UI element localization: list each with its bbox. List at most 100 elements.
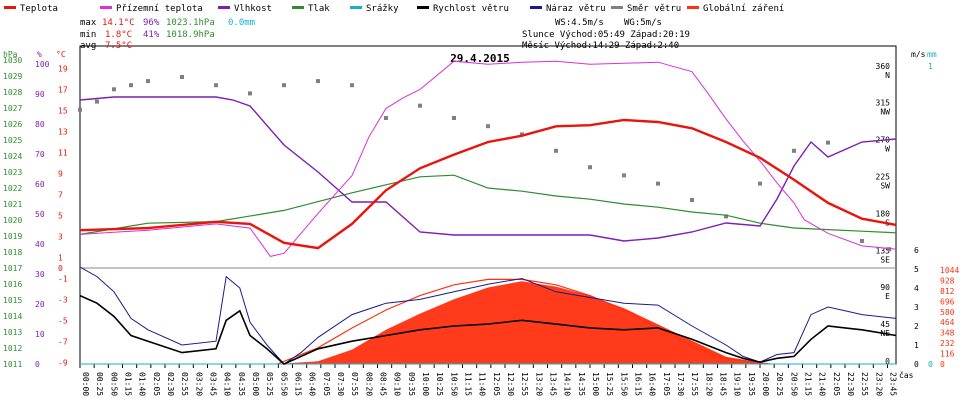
direction-label-0: N — [885, 71, 890, 80]
x-tick-52: 21:40 — [818, 372, 827, 396]
radiation-tick-6: 696 — [940, 297, 955, 306]
x-tick-45: 18:45 — [719, 372, 728, 396]
wind-direction-point-7 — [248, 91, 252, 96]
x-tick-3: 01:15 — [124, 372, 133, 396]
x-tick-28: 11:40 — [478, 372, 487, 396]
stats-block: max 14.1°C 96% 1023.1hPa 0.0mm min 1.8°C… — [80, 18, 255, 51]
humidity-unit: % — [37, 50, 42, 59]
temperature-tick-0: -9 — [58, 359, 68, 368]
x-tick-15: 06:15 — [294, 372, 303, 396]
x-tick-5: 02:05 — [152, 372, 161, 396]
x-tick-24: 10:00 — [421, 372, 430, 396]
direction-label-1: NW — [880, 108, 890, 117]
humidity-tick-1: 10 — [35, 330, 45, 339]
x-tick-31: 12:55 — [520, 372, 529, 396]
x-tick-27: 11:15 — [464, 372, 473, 396]
x-tick-4: 01:40 — [138, 372, 147, 396]
humidity-tick-6: 60 — [35, 180, 45, 189]
temperature-tick-6: 1 — [58, 254, 63, 263]
wind-direction-point-14 — [486, 124, 490, 129]
direction-tick-7: 45 — [880, 320, 890, 329]
pressure-unit: hPa — [3, 50, 18, 59]
x-tick-1: 00:25 — [95, 372, 104, 396]
wind-direction-point-12 — [418, 103, 422, 108]
wind-direction-point-3 — [129, 83, 133, 88]
max-label: max — [80, 18, 97, 28]
x-tick-46: 19:10 — [733, 372, 742, 396]
legend-label-5: Rychlost větru — [433, 4, 509, 14]
x-tick-54: 22:30 — [846, 372, 855, 396]
moon-times: Měsíc Východ:14:29 Západ:2:40 — [522, 41, 679, 51]
humidity-tick-3: 30 — [35, 270, 45, 279]
direction-tick-0: 360 — [876, 62, 891, 71]
wind-tick-6: 6 — [914, 246, 919, 255]
pressure-tick-11: 1022 — [3, 184, 22, 193]
radiation-tick-8: 928 — [940, 276, 955, 285]
series-radiation-area — [277, 281, 771, 364]
wind-direction-point-24 — [826, 140, 830, 145]
x-tick-16: 06:40 — [308, 372, 317, 396]
legend: Teplota Přízemní teplota Vlhkost Tlak Srážky… — [4, 4, 784, 14]
wind-direction-point-6 — [214, 83, 218, 88]
temperature-tick-4: -1 — [58, 275, 68, 284]
max-rain: 0.0mm — [228, 18, 255, 28]
direction-tick-5: 135 — [876, 246, 891, 255]
wind-direction-point-25 — [860, 239, 864, 243]
wind-direction-point-9 — [316, 79, 320, 84]
rain-tick-0: 0 — [928, 360, 933, 369]
x-tick-25: 10:25 — [435, 372, 444, 396]
x-tick-50: 20:50 — [789, 372, 798, 396]
x-tick-26: 10:50 — [449, 372, 458, 396]
legend-swatch-6 — [530, 6, 542, 9]
rain-unit: mm — [927, 50, 937, 59]
legend-label-3: Tlak — [308, 4, 330, 14]
direction-label-6: E — [885, 292, 890, 301]
radiation-tick-5: 580 — [940, 308, 955, 317]
x-axis-label: čas — [899, 370, 914, 380]
x-tick-30: 12:30 — [506, 372, 515, 396]
wind-tick-0: 0 — [914, 360, 919, 369]
max-temp: 14.1°C — [102, 18, 135, 28]
x-tick-36: 15:00 — [591, 372, 600, 396]
x-tick-23: 09:35 — [407, 372, 416, 396]
min-temp: 1.8°C — [105, 30, 132, 40]
direction-label-3: SW — [880, 182, 890, 191]
x-tick-41: 17:05 — [662, 372, 671, 396]
rain-tick-1: 1 — [928, 62, 933, 71]
wind-direction-point-23 — [792, 148, 796, 153]
pressure-tick-10: 1021 — [3, 200, 22, 209]
wind-ws: WS:4.5m/s — [555, 18, 604, 28]
x-tick-39: 16:15 — [634, 372, 643, 396]
x-tick-18: 07:30 — [336, 372, 345, 396]
temperature-tick-14: 17 — [58, 86, 68, 95]
pressure-tick-16: 1027 — [3, 104, 22, 113]
humidity-tick-4: 40 — [35, 240, 45, 249]
wind-direction-point-19 — [656, 181, 660, 186]
wind-wg: WG:5m/s — [624, 18, 662, 28]
x-tick-34: 14:10 — [563, 372, 572, 396]
wind-direction-point-10 — [350, 83, 354, 88]
pressure-tick-0: 1011 — [3, 360, 22, 369]
direction-tick-1: 315 — [876, 99, 891, 108]
humidity-tick-9: 90 — [35, 90, 45, 99]
direction-label-2: W — [885, 145, 890, 154]
x-tick-48: 20:00 — [761, 372, 770, 396]
legend-swatch-2 — [218, 6, 230, 9]
x-tick-9: 03:45 — [209, 372, 218, 396]
max-hum: 96% — [143, 18, 160, 28]
x-tick-55: 22:55 — [860, 372, 869, 396]
legend-swatch-4 — [350, 6, 362, 9]
x-tick-2: 00:50 — [109, 372, 118, 396]
pressure-tick-19: 1030 — [3, 56, 22, 65]
x-tick-11: 04:35 — [237, 372, 246, 396]
radiation-tick-0: 0 — [940, 360, 945, 369]
x-tick-17: 07:05 — [322, 372, 331, 396]
radiation-tick-3: 348 — [940, 329, 955, 338]
wind-direction-point-20 — [690, 198, 694, 202]
legend-swatch-5 — [417, 6, 429, 9]
direction-tick-4: 180 — [876, 209, 891, 218]
humidity-tick-8: 80 — [35, 120, 45, 129]
wind-direction-point-13 — [452, 116, 456, 120]
radiation-tick-7: 812 — [940, 287, 955, 296]
